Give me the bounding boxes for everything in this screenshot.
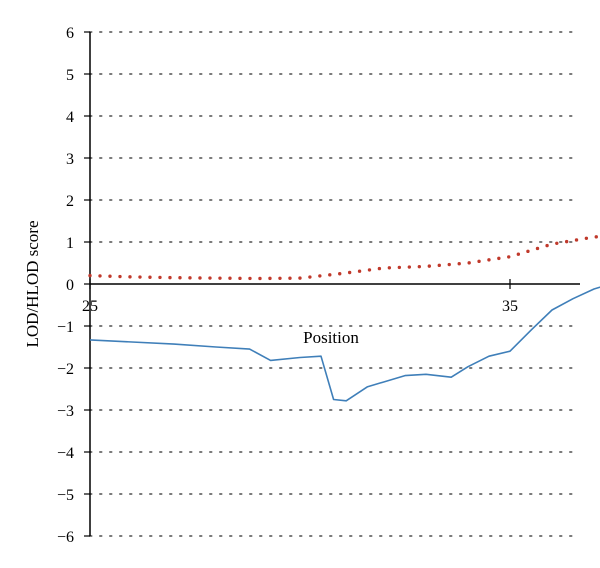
series-dotted-line bbox=[88, 234, 600, 281]
y-tick-labels: −6 −5 −4 −3 −2 −1 0 1 2 3 4 5 6 bbox=[57, 25, 74, 546]
axes bbox=[89, 32, 580, 536]
y-tick-label: 3 bbox=[66, 151, 74, 168]
x-axis-title: Position bbox=[303, 328, 359, 347]
y-tick-label: −3 bbox=[57, 403, 74, 420]
series-group bbox=[88, 234, 600, 402]
x-tick-label: 35 bbox=[502, 298, 518, 315]
y-tick-label: −5 bbox=[57, 487, 74, 504]
x-tick-labels: 2535455565 bbox=[82, 279, 518, 315]
y-tick-label: 5 bbox=[66, 67, 74, 84]
y-tick-label: 2 bbox=[66, 193, 74, 210]
y-axis-title: LOD/HLOD score bbox=[23, 221, 42, 348]
x-tick-label: 25 bbox=[82, 298, 98, 315]
y-tick-label: 0 bbox=[66, 277, 74, 294]
y-tick-label: −2 bbox=[57, 361, 74, 378]
y-tick-label: 6 bbox=[66, 25, 74, 42]
grid-lines bbox=[84, 31, 581, 537]
y-tick-label: 1 bbox=[66, 235, 74, 252]
y-tick-label: −4 bbox=[57, 445, 74, 462]
y-tick-label: 4 bbox=[66, 109, 74, 126]
series-solid-line bbox=[89, 286, 600, 402]
y-tick-label: −6 bbox=[57, 529, 74, 546]
y-tick-label: −1 bbox=[57, 319, 74, 336]
